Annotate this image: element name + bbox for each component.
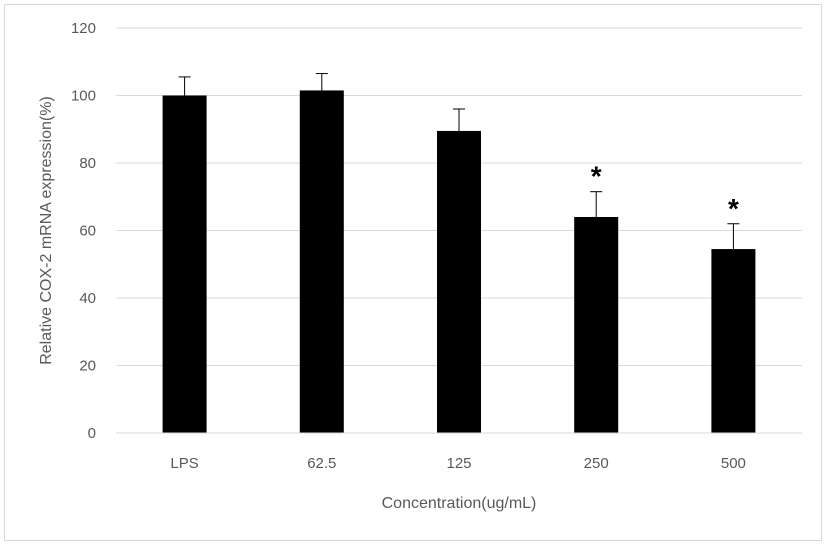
bar bbox=[299, 90, 344, 433]
significance-markers: ** bbox=[591, 161, 739, 224]
x-axis-title: Concentration(ug/mL) bbox=[382, 495, 537, 512]
y-tick-label: 20 bbox=[79, 358, 96, 375]
x-tick-label: 250 bbox=[584, 455, 609, 472]
significance-marker: * bbox=[728, 193, 739, 224]
y-tick-label: 40 bbox=[79, 290, 96, 307]
x-tick-label: 125 bbox=[446, 455, 471, 472]
error-bars bbox=[178, 73, 740, 250]
y-tick-labels: 0 20 40 60 80 100 120 bbox=[71, 20, 96, 442]
x-tick-label: LPS bbox=[170, 455, 198, 472]
x-tick-label: 62.5 bbox=[307, 455, 336, 472]
bar bbox=[711, 249, 756, 433]
y-tick-label: 120 bbox=[71, 20, 96, 37]
bar bbox=[574, 217, 619, 433]
bars bbox=[162, 90, 756, 433]
bar bbox=[437, 130, 481, 433]
chart-frame bbox=[4, 4, 822, 541]
x-tick-labels: LPS 62.5 125 250 500 bbox=[170, 455, 745, 472]
y-tick-label: 80 bbox=[79, 155, 96, 172]
y-tick-label: 100 bbox=[71, 88, 96, 105]
gridlines bbox=[116, 27, 802, 366]
y-tick-label: 0 bbox=[88, 425, 96, 442]
significance-marker: * bbox=[591, 161, 602, 192]
x-tick-label: 500 bbox=[721, 455, 746, 472]
y-axis-title: Relative COX-2 mRNA expression(%) bbox=[38, 96, 55, 365]
y-tick-label: 60 bbox=[79, 223, 96, 240]
bar bbox=[162, 95, 207, 433]
